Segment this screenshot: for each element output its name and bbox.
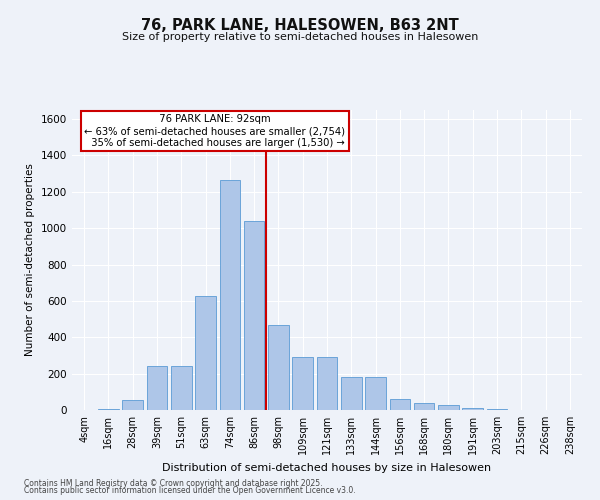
X-axis label: Distribution of semi-detached houses by size in Halesowen: Distribution of semi-detached houses by … (163, 462, 491, 472)
Text: 76 PARK LANE: 92sqm  
← 63% of semi-detached houses are smaller (2,754)
  35% of: 76 PARK LANE: 92sqm ← 63% of semi-detach… (85, 114, 346, 148)
Bar (414, 403, 434, 410)
Bar (438, 406, 459, 410)
Bar (146, 366, 167, 410)
Text: 76, PARK LANE, HALESOWEN, B63 2NT: 76, PARK LANE, HALESOWEN, B63 2NT (141, 18, 459, 32)
Bar (317, 358, 337, 410)
Bar (463, 408, 483, 410)
Bar (171, 366, 191, 410)
Bar (122, 400, 143, 410)
Y-axis label: Number of semi-detached properties: Number of semi-detached properties (25, 164, 35, 356)
Bar (341, 378, 362, 410)
Bar (292, 358, 313, 410)
Bar (268, 324, 289, 410)
Bar (98, 409, 119, 410)
Text: Size of property relative to semi-detached houses in Halesowen: Size of property relative to semi-detach… (122, 32, 478, 42)
Bar (244, 221, 265, 410)
Bar (389, 399, 410, 410)
Text: Contains HM Land Registry data © Crown copyright and database right 2025.: Contains HM Land Registry data © Crown c… (24, 478, 323, 488)
Bar (365, 378, 386, 410)
Bar (220, 180, 240, 410)
Text: Contains public sector information licensed under the Open Government Licence v3: Contains public sector information licen… (24, 486, 356, 495)
Bar (195, 296, 216, 410)
